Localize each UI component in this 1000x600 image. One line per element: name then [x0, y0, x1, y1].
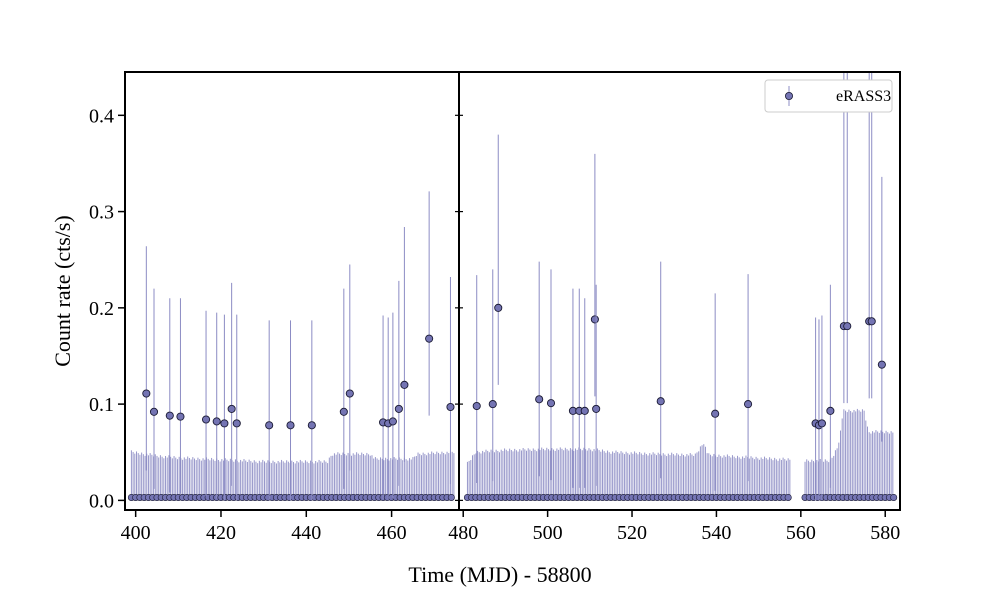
left-panel-data: [127, 191, 455, 501]
left-data-point: [339, 407, 348, 416]
left-panel-frame: [124, 71, 460, 511]
right-data-point: [817, 419, 826, 428]
left-baseline-marker: [447, 493, 455, 501]
left-data-point: [345, 389, 354, 398]
left-data-point: [212, 417, 221, 426]
right-data-point: [535, 395, 544, 404]
right-data-point: [711, 409, 720, 418]
left-data-point: [220, 419, 229, 428]
y-tick-label: 0.4: [89, 105, 114, 127]
left-data-point: [201, 415, 211, 424]
right-data-point: [472, 401, 481, 411]
right-data-point: [656, 397, 665, 406]
x-tick-label: 500: [533, 522, 563, 544]
right-data-point: [867, 317, 876, 326]
right-data-point: [488, 400, 497, 409]
right-baseline-marker: [784, 493, 792, 501]
left-data-point: [149, 407, 159, 416]
left-data-point: [142, 389, 151, 398]
legend-label: eRASS3: [836, 88, 891, 105]
left-data-point: [425, 334, 434, 343]
right-baseline-marker: [890, 493, 898, 501]
left-data-point: [232, 419, 241, 428]
right-data-point: [580, 406, 589, 415]
x-tick-label: 520: [617, 522, 647, 544]
left-panel-ticks: 400 420 440 460 0.0 0.1 0.2 0.3 0.4: [89, 105, 407, 544]
left-data-point: [394, 404, 403, 413]
right-data-point: [843, 322, 852, 331]
x-tick-label: 400: [121, 522, 151, 544]
y-tick-label: 0.3: [89, 202, 114, 224]
right-panel-data: [463, 72, 898, 501]
right-data-point: [590, 315, 599, 324]
legend: eRASS3: [764, 79, 893, 113]
y-tick-label: 0.1: [89, 394, 114, 416]
left-data-point: [388, 417, 397, 426]
left-data-point: [400, 380, 409, 389]
y-axis-title: Count rate (cts/s): [50, 215, 75, 367]
right-data-point: [592, 404, 601, 413]
x-tick-label: 480: [448, 522, 478, 544]
left-data-point: [265, 421, 274, 430]
legend-marker: [785, 92, 794, 101]
right-panel: 480 500 520 540 560 580: [448, 72, 900, 544]
right-panel-ticks: 480 500 520 540 560 580: [448, 114, 900, 544]
left-data-point: [176, 412, 185, 421]
right-panel-frame: [458, 71, 901, 511]
left-data-point: [165, 411, 174, 420]
y-tick-label: 0.0: [89, 490, 114, 512]
left-data-point: [307, 421, 316, 430]
left-data-point: [446, 402, 455, 412]
x-tick-label: 580: [870, 522, 900, 544]
left-data-point: [286, 421, 295, 430]
x-axis-title: Time (MJD) - 58800: [408, 562, 591, 587]
left-panel: 400 420 440 460 0.0 0.1 0.2 0.3 0.4: [89, 105, 455, 544]
x-tick-label: 560: [786, 522, 816, 544]
right-data-point: [744, 400, 753, 409]
x-tick-label: 420: [206, 522, 236, 544]
x-tick-label: 440: [291, 522, 321, 544]
right-data-point: [546, 399, 556, 408]
right-data-point: [826, 406, 835, 415]
legend-box: [764, 79, 893, 113]
x-tick-label: 540: [701, 522, 731, 544]
y-tick-label: 0.2: [89, 298, 114, 320]
left-data-point: [227, 404, 236, 413]
right-data-point: [494, 303, 503, 312]
x-tick-label: 460: [377, 522, 407, 544]
right-data-point: [877, 360, 886, 369]
